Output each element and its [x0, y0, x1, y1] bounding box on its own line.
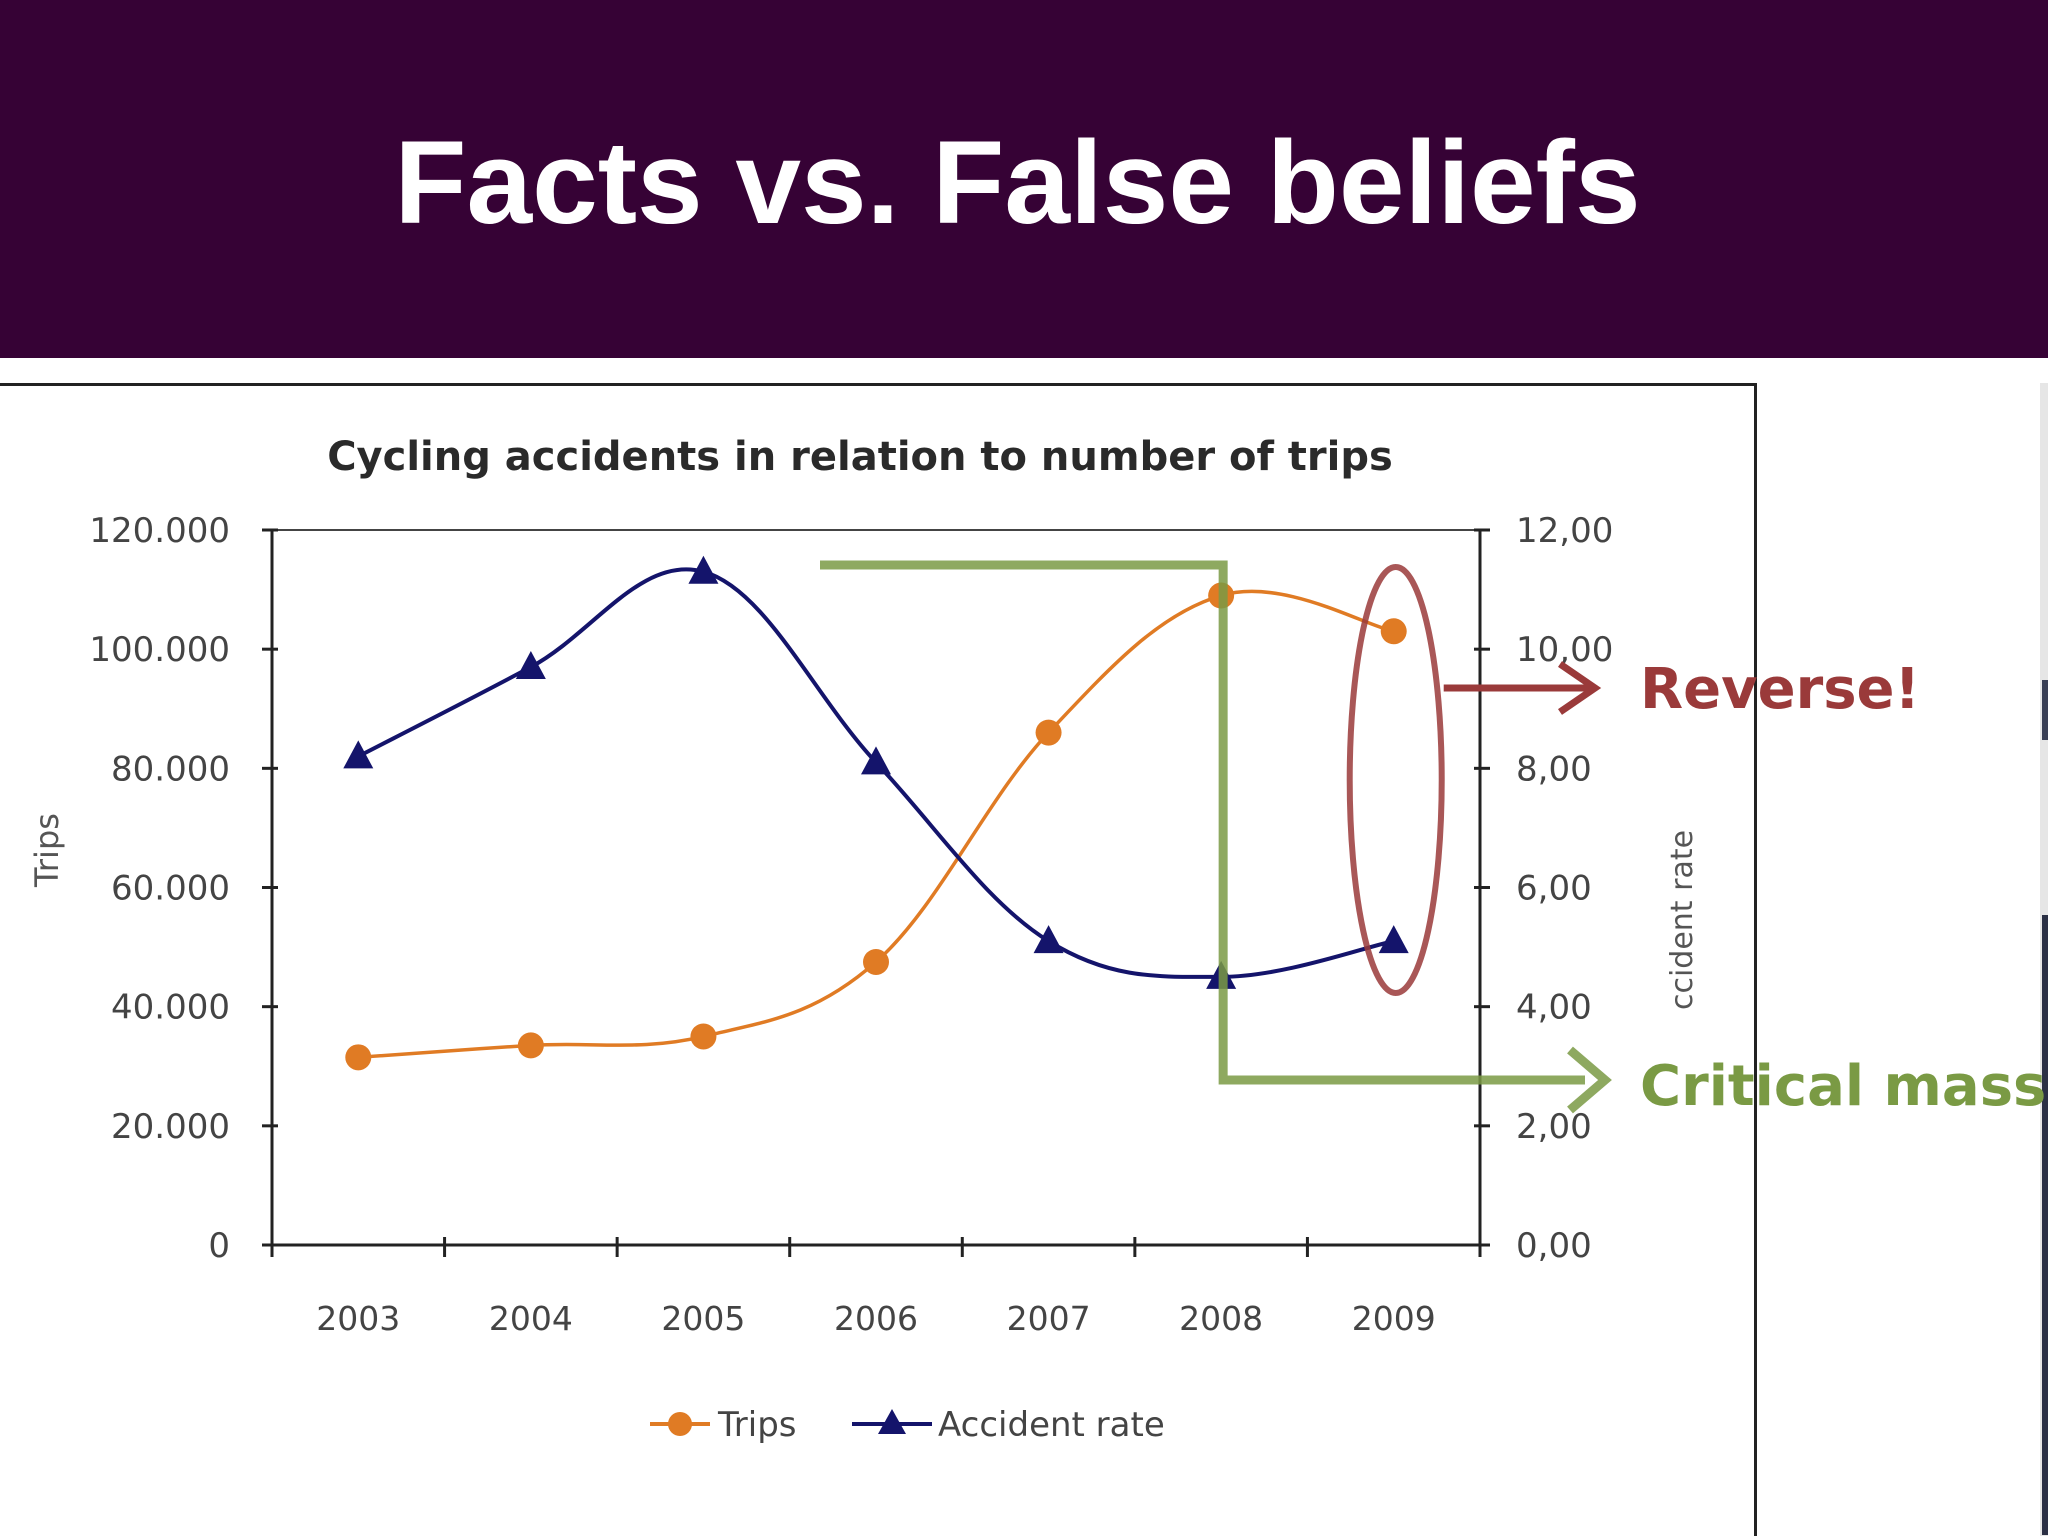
y-tick-label: 0	[208, 1226, 230, 1266]
reverse-arrowhead	[1558, 661, 1602, 715]
trips-point	[690, 1023, 717, 1050]
legend-trips-marker	[668, 1412, 692, 1436]
slide-header: Facts vs. False beliefs	[0, 0, 2048, 358]
y2-tick-label: 12,00	[1516, 511, 1613, 551]
x-tick-label: 2003	[316, 1299, 400, 1338]
legend-trips-label: Trips	[717, 1405, 797, 1445]
y-axis-label: Trips	[28, 813, 66, 888]
legend-accident-rate-label: Accident rate	[938, 1405, 1165, 1445]
accident-rate-point	[1378, 925, 1409, 954]
plot-area: 0 20.000 40.000 60.000 80.000 100.000 120.000 0…	[89, 511, 2046, 1445]
trips-point	[863, 948, 889, 975]
trips-series-line	[358, 589, 1395, 1060]
y-tick-label: 20.000	[111, 1107, 230, 1147]
reverse-label: Reverse!	[1640, 657, 1920, 722]
y2-tick-label: 0,00	[1516, 1226, 1592, 1266]
chart-title: Cycling accidents in relation to number …	[327, 434, 1393, 480]
trips-point	[345, 1044, 372, 1071]
chart-frame-top	[0, 383, 1756, 386]
trips-point	[1035, 719, 1062, 746]
accident-rate-point	[343, 740, 374, 769]
y2-tick-label: 8,00	[1516, 749, 1592, 789]
accident-rate-point	[515, 651, 546, 680]
y2-tick-label: 6,00	[1516, 869, 1592, 909]
y2-tick-label: 2,00	[1516, 1107, 1592, 1147]
trips-point	[517, 1032, 544, 1059]
legend-accident-rate-marker	[878, 1409, 906, 1434]
accident-rate-point	[688, 555, 719, 584]
critical-mass-arrowhead	[1567, 1046, 1612, 1114]
slide-edge-mark	[2042, 680, 2048, 740]
x-tick-label: 2007	[1007, 1299, 1091, 1338]
accident-rate-point	[1033, 925, 1064, 954]
y2-tick-label: 4,00	[1516, 988, 1592, 1028]
slide-title: Facts vs. False beliefs	[394, 117, 1641, 249]
x-tick-label: 2006	[834, 1299, 918, 1338]
accident-rate-point	[861, 746, 891, 775]
y-tick-label: 40.000	[111, 988, 230, 1028]
y-tick-label: 60.000	[111, 869, 230, 909]
x-tick-label: 2004	[489, 1299, 573, 1338]
y-tick-label: 80.000	[111, 749, 230, 789]
y-tick-label: 120.000	[89, 511, 230, 551]
x-tick-label: 2009	[1352, 1299, 1436, 1338]
critical-mass-label: Critical mass	[1640, 1054, 2046, 1119]
y-tick-label: 100.000	[89, 630, 230, 670]
chart-frame-right	[1754, 383, 1757, 1536]
trips-point	[1380, 618, 1407, 645]
y2-axis-label: ccident rate	[1665, 830, 1700, 1010]
x-tick-label: 2005	[661, 1299, 745, 1338]
reverse-highlight-ellipse	[1346, 564, 1445, 996]
x-tick-label: 2008	[1179, 1299, 1263, 1338]
critical-mass-bracket	[820, 560, 1585, 1085]
slide-edge-mark	[2042, 915, 2048, 1535]
